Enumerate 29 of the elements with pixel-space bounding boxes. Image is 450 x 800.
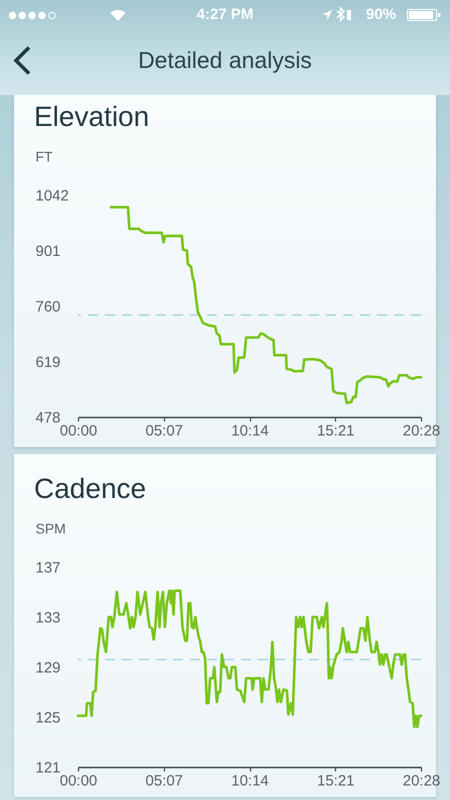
y-tick-label: 133 xyxy=(36,610,61,626)
chart-title: Elevation xyxy=(34,101,150,132)
y-tick-label: 1042 xyxy=(36,188,69,204)
y-tick-label: 129 xyxy=(36,660,61,676)
x-tick-label: 10:14 xyxy=(231,772,269,790)
y-tick-label: 619 xyxy=(36,354,61,371)
y-tick-label: 760 xyxy=(36,298,61,316)
x-tick-label: 20:28 xyxy=(402,772,440,790)
chart-title: Cadence xyxy=(34,473,146,504)
y-tick-label: 137 xyxy=(36,560,61,576)
line-series xyxy=(110,206,422,404)
x-tick-label: 10:14 xyxy=(231,422,269,440)
text: 90% xyxy=(366,6,396,24)
text: 4:27 PM xyxy=(196,6,254,24)
x-tick-label: 05:07 xyxy=(145,422,184,440)
y-tick-label: 121 xyxy=(36,760,61,776)
y-tick-label: 125 xyxy=(36,710,61,726)
x-tick-label: 20:28 xyxy=(402,422,440,440)
y-tick-label: 901 xyxy=(36,243,61,260)
x-tick-label: 05:07 xyxy=(145,772,184,790)
y-axis-title: SPM xyxy=(36,520,66,536)
x-tick-label: 15:21 xyxy=(316,422,355,440)
x-tick-label: 15:21 xyxy=(316,772,355,790)
y-axis-title: FT xyxy=(36,148,54,164)
x-tick-label: 00:00 xyxy=(60,772,98,790)
y-tick-label: 478 xyxy=(36,410,61,426)
x-tick-label: 00:00 xyxy=(60,422,98,440)
text: Detailed analysis xyxy=(138,46,312,74)
line-series xyxy=(76,589,422,728)
